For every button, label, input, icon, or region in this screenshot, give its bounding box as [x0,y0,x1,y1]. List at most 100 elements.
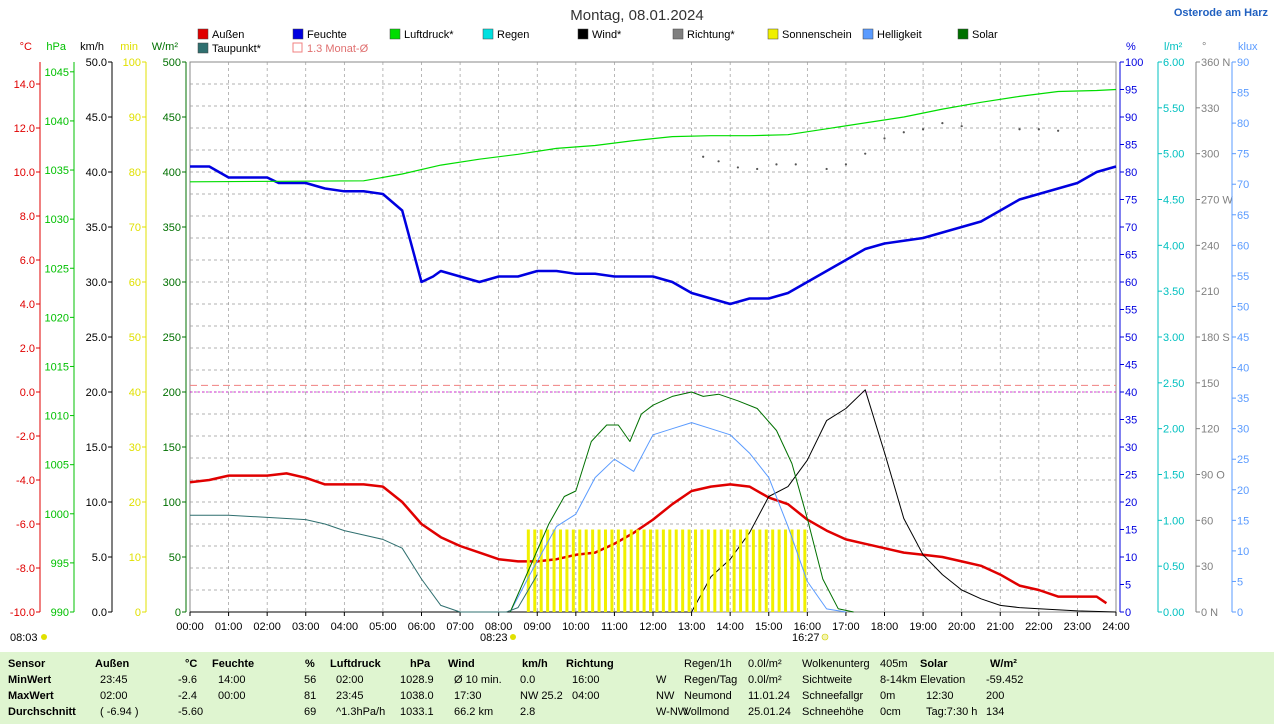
axis-tick-label: 40 [129,387,141,399]
day-start-label: 08:03 [10,632,38,644]
stats-header: Wind [448,658,475,670]
sunshine-bar [636,529,640,612]
axis-tick-label: 75 [1125,195,1137,207]
axis-tick-label: 5.00 [1163,149,1184,161]
sunshine-bar [655,529,659,612]
stats-header: % [305,658,315,670]
x-tick-label: 09:00 [523,621,551,633]
solar-label: Tag:7:30 h [926,706,978,718]
sunshine-bar [764,529,768,612]
axis-tick-label: 1005 [45,460,69,472]
axis-tick-label: 350 [163,222,181,234]
sunshine-bar [732,529,736,612]
direction-point [844,163,848,166]
axis-tick-label: 200 [163,387,181,399]
axis-tick-label: 30 [129,442,141,454]
sunshine-bar [803,529,807,612]
sunshine-bar [745,529,749,612]
axis-tick-label: 400 [163,167,181,179]
legend-swatch [767,28,779,40]
stats-header: Solar [920,658,948,670]
series-line-helligkeit [509,422,846,613]
axis-tick-label: 50 [169,552,181,564]
legend-label: Luftdruck* [404,29,454,41]
axis-tick-label: 1010 [45,411,69,423]
direction-point [717,160,720,163]
sunshine-bar [616,529,620,612]
axis-tick-label: 5.50 [1163,103,1184,115]
legend-label: Solar [972,29,998,41]
x-tick-label: 24:00 [1102,621,1130,633]
x-tick-label: 12:00 [639,621,667,633]
axis-tick-label: 210 [1201,286,1219,298]
location-label: Osterode am Harz [1174,7,1269,19]
solar-value: 134 [986,706,1005,718]
cloud-value: 8-14km [880,674,917,686]
legend-label: 1.3 Monat-Ø [307,43,369,55]
axis-tick-label: 1030 [45,214,69,226]
axis-tick-label: 300 [1201,149,1219,161]
sunshine-bar [784,529,788,612]
axis-tick-label: 0 [175,607,181,619]
axis-tick-label: 990 [51,607,69,619]
axis-tick-label: 4.50 [1163,195,1184,207]
axis-tick-label: 8.0 [20,211,35,223]
legend-swatch [197,42,209,54]
x-tick-label: 15:00 [755,621,783,633]
x-tick-label: 03:00 [292,621,320,633]
stats-value: 56 [304,674,317,686]
axis-tick-label: 80 [129,167,141,179]
rain-value: 0.0l/m² [748,674,782,686]
axis-tick-label: 50 [129,332,141,344]
axis-tick-label: 45.0 [86,112,107,124]
axis-tick-label: 35.0 [86,222,107,234]
direction-point [775,163,778,166]
axis-tick-label: 10.0 [14,167,35,179]
cloud-value: 405m [880,658,908,670]
axis-tick-label: 240 [1201,240,1219,252]
axis-tick-label: 2.0 [20,343,35,355]
stats-row-label: MinWert [8,674,52,686]
legend-swatch [197,28,209,40]
axis-tick-label: 0 N [1201,607,1218,619]
stats-value: -9.6 [178,674,197,686]
legend-label: Sonnenschein [782,29,852,41]
axis-tick-label: 10 [1125,552,1137,564]
chart-title: Montag, 08.01.2024 [570,7,703,24]
cloud-label: Sichtweite [802,674,853,686]
sunshine-bar [719,529,723,612]
axis-tick-label: 6.00 [1163,57,1184,69]
axis-tick-label: 0.00 [1163,607,1184,619]
stats-header: °C [185,658,198,670]
stats-value: 69 [304,706,317,718]
axis-tick-label: 55 [1125,305,1137,317]
cloud-value: 0m [880,690,896,702]
stats-header: W/m² [990,658,1017,670]
legend-label: Außen [212,29,244,41]
axis-tick-label: 995 [51,558,69,570]
x-tick-label: 06:00 [408,621,436,633]
axis-unit-label: hPa [46,41,66,53]
sunshine-bar [597,529,601,612]
direction-point [1037,128,1040,131]
axis-tick-label: 15 [1237,515,1249,527]
x-tick-label: 11:00 [601,621,628,633]
stats-header: hPa [410,658,431,670]
stats-value: 17:30 [454,690,482,702]
axis-unit-label: W/m² [152,41,179,53]
sun-markers: 08:03 08:23 16:27 [10,632,829,644]
legend-label: Feuchte [307,29,347,41]
axis-tick-label: 45 [1125,360,1137,372]
stats-value: 16:00 [572,674,600,686]
stats-value: 0.0 [520,674,536,686]
series-line-außen [189,472,1108,605]
axis-tick-label: 60 [1237,240,1249,252]
axis-tick-label: 40 [1237,363,1249,375]
axis-tick-label: 1040 [45,116,69,128]
sunshine-bar [674,529,678,612]
axis-tick-label: 5 [1125,580,1131,592]
rain-value: 25.01.24 [748,706,791,718]
axis-unit-label: % [1126,41,1136,53]
legend-swatch [482,28,494,40]
stats-value: -5.60 [178,706,204,718]
